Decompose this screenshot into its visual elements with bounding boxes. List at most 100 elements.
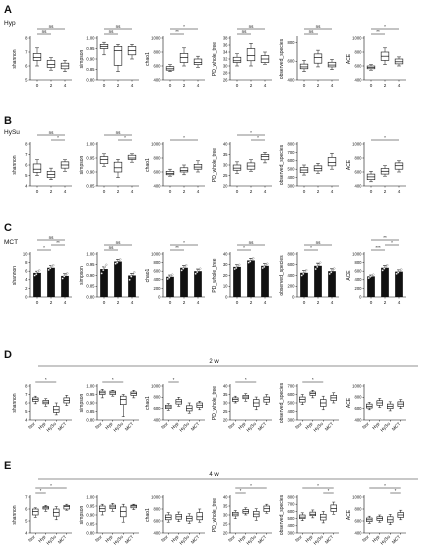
y-tick-label: 600	[154, 63, 162, 68]
y-tick-label: 0.95	[86, 392, 95, 397]
x-tick-label: 0	[370, 300, 373, 305]
box	[99, 156, 109, 164]
x-tick-label: 4	[64, 189, 67, 194]
sig-label: ns	[249, 24, 255, 29]
y-tick-label: 400	[355, 183, 363, 188]
y-tick-label: 0.95	[86, 503, 95, 508]
x-tick-label: HySu	[45, 534, 57, 546]
box	[196, 512, 203, 521]
y-tick-label: 400	[288, 273, 296, 278]
box	[113, 161, 123, 173]
y-tick-label: 20	[223, 530, 228, 535]
y-tick-label: 35	[223, 392, 228, 397]
x-tick-label: Hyp	[104, 421, 114, 431]
sig-label: *	[250, 483, 252, 488]
y-axis-label: simpson	[79, 155, 85, 174]
data-point	[317, 263, 320, 266]
y-axis-label: ACE	[346, 397, 352, 408]
y-tick-label: 200	[154, 286, 162, 291]
y-axis-label: simpson	[79, 266, 85, 285]
sig-label: *	[250, 130, 252, 135]
data-point	[133, 271, 136, 274]
data-point	[116, 261, 119, 264]
x-tick-label: MCT	[190, 534, 201, 545]
sig-label: *	[40, 488, 42, 493]
y-tick-label: 38	[223, 35, 228, 40]
y-tick-label: 600	[355, 269, 363, 274]
y-tick-label: 1.00	[86, 35, 95, 40]
x-tick-label: 2	[50, 83, 53, 88]
sig-label: *	[45, 377, 47, 382]
y-tick-label: 800	[355, 395, 363, 400]
x-tick-label: HySu	[379, 421, 391, 433]
x-tick-label: 4	[398, 83, 401, 88]
sig-label: *	[317, 483, 319, 488]
sig-label: ns	[116, 24, 122, 29]
x-tick-label: 4	[131, 300, 134, 305]
y-axis-label: shannon	[12, 393, 18, 412]
y-tick-label: 300	[288, 530, 296, 535]
data-point	[303, 270, 306, 273]
sig-label: *	[240, 488, 242, 493]
y-tick-label: 5	[25, 518, 28, 523]
data-point	[328, 272, 331, 275]
y-tick-label: 600	[288, 509, 296, 514]
x-tick-label: 4	[64, 83, 67, 88]
y-axis-label: chao1	[145, 396, 151, 410]
x-tick-label: Hyp	[237, 534, 247, 544]
sig-label: *	[312, 377, 314, 382]
y-axis-label: shannon	[12, 155, 18, 174]
y-tick-label: 25	[223, 173, 228, 178]
y-axis-label: chao1	[145, 268, 151, 282]
box	[299, 514, 306, 519]
panel-letter: B	[4, 115, 12, 127]
x-tick-label: MCT	[324, 421, 335, 432]
x-tick-label: Nor	[94, 421, 103, 430]
box	[193, 58, 203, 65]
sig-label: *	[183, 240, 185, 245]
y-tick-label: 400	[154, 77, 162, 82]
y-tick-label: 6	[25, 269, 28, 274]
data-point	[319, 261, 322, 264]
sig-label: *	[43, 245, 45, 250]
x-tick-label: 4	[131, 189, 134, 194]
y-tick-label: 0.85	[86, 521, 95, 526]
y-tick-label: 800	[154, 155, 162, 160]
y-tick-label: 400	[355, 277, 363, 282]
x-tick-label: 2	[317, 189, 320, 194]
y-tick-label: 800	[355, 49, 363, 54]
x-tick-label: 0	[370, 83, 373, 88]
data-point	[263, 265, 266, 268]
sig-label: *	[173, 377, 175, 382]
y-tick-label: 34	[223, 49, 228, 54]
y-tick-label: 800	[288, 494, 296, 499]
y-tick-label: 1.00	[86, 251, 95, 256]
y-tick-label: 200	[355, 286, 363, 291]
x-tick-label: 4	[264, 300, 267, 305]
x-tick-label: HySu	[312, 534, 324, 546]
y-tick-label: 35	[223, 503, 228, 508]
data-point	[367, 277, 370, 280]
y-tick-label: 800	[355, 260, 363, 265]
data-point	[35, 273, 38, 276]
y-tick-label: 0.95	[86, 155, 95, 160]
box	[113, 46, 123, 66]
x-tick-label: 4	[331, 189, 334, 194]
x-tick-label: 0	[103, 189, 106, 194]
sig-label: *	[384, 483, 386, 488]
data-point	[169, 274, 172, 277]
box	[330, 504, 337, 512]
y-axis-label: chao1	[145, 158, 151, 172]
x-tick-label: Nor	[160, 534, 169, 543]
x-tick-label: 2	[50, 300, 53, 305]
y-tick-label: 800	[154, 506, 162, 511]
y-axis-label: PD_whole_tree	[212, 42, 218, 76]
data-point	[238, 263, 241, 266]
data-point	[302, 272, 305, 275]
box	[46, 60, 56, 68]
y-tick-label: 700	[288, 383, 296, 388]
x-tick-label: 0	[303, 300, 306, 305]
data-point	[395, 272, 398, 275]
y-tick-label: 30	[223, 162, 228, 167]
